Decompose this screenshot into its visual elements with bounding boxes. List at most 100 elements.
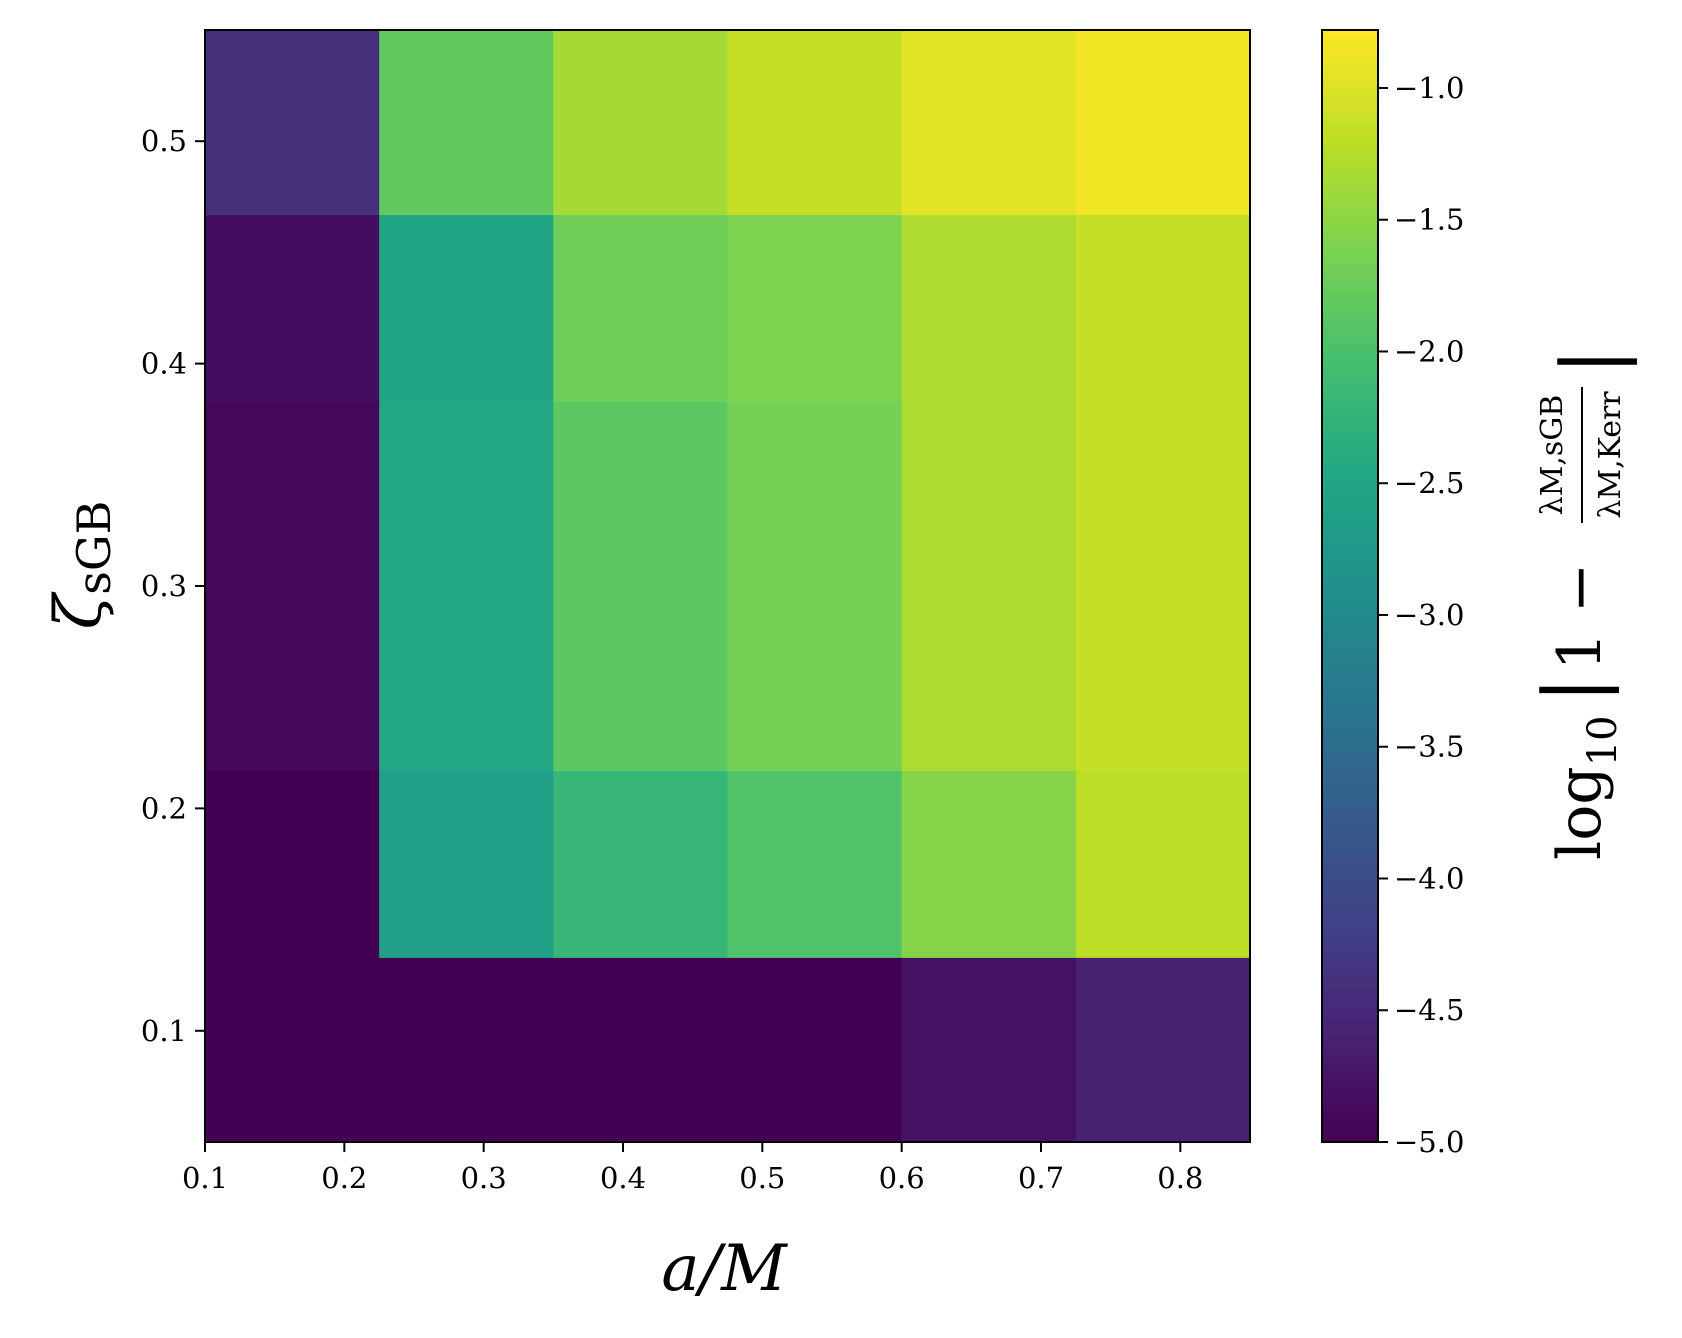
colorbar-segment [1322, 430, 1378, 437]
colorbar-segment [1322, 1086, 1378, 1093]
colorbar-segment [1322, 68, 1378, 76]
colorbar-segment [1322, 602, 1378, 609]
colorbar-segment [1322, 30, 1378, 37]
colorbar-segment [1322, 324, 1378, 331]
colorbar-segment [1322, 358, 1378, 365]
colorbar-segment [1322, 574, 1378, 582]
heatmap-cell [379, 957, 554, 1143]
colorbar-segment [1322, 747, 1378, 754]
colorbar-segment [1322, 491, 1378, 498]
colorbar-segment [1322, 102, 1378, 109]
colorbar-segment [1322, 686, 1378, 693]
colorbar-segment [1322, 936, 1378, 943]
colorbar-segment [1322, 797, 1378, 804]
colorbar-segment [1322, 152, 1378, 159]
heatmap-cells [205, 30, 1251, 1143]
colorbar-tick-label: −3.0 [1394, 598, 1464, 632]
colorbar-segment [1322, 630, 1378, 637]
colorbar-segment [1322, 241, 1378, 248]
colorbar-segment [1322, 1019, 1378, 1026]
colorbar-segment [1322, 1025, 1378, 1032]
colorbar-segment [1322, 380, 1378, 387]
colorbar-segment [1322, 1103, 1378, 1110]
svg-text:ζsGB: ζsGB [42, 501, 121, 630]
colorbar-segment [1322, 402, 1378, 409]
colorbar-segment [1322, 118, 1378, 126]
heatmap-cell [553, 957, 728, 1143]
colorbar-segment [1322, 891, 1378, 898]
heatmap-cell [205, 214, 380, 402]
colorbar-segment [1322, 791, 1378, 798]
colorbar-label-bar-left: | [1526, 676, 1619, 703]
colorbar-segment [1322, 702, 1378, 709]
colorbar-segment [1322, 219, 1378, 226]
colorbar-segment [1322, 385, 1378, 392]
heatmap-cell [205, 30, 380, 216]
colorbar-segment [1322, 196, 1378, 203]
colorbar-segment [1322, 235, 1378, 242]
heatmap-cell [727, 957, 903, 1143]
colorbar-segment [1322, 424, 1378, 431]
colorbar-segment [1322, 808, 1378, 815]
colorbar-segment [1322, 257, 1378, 265]
colorbar-segment [1322, 1097, 1378, 1104]
y-axis-label-subscript: sGB [67, 501, 121, 595]
colorbar-segment [1322, 296, 1378, 304]
heatmap-cell [553, 30, 728, 216]
colorbar-segment [1322, 947, 1378, 954]
heatmap-cell [901, 957, 1077, 1143]
colorbar-segment [1322, 964, 1378, 971]
heatmap-cell [1075, 957, 1251, 1143]
colorbar-label-numerator: λM,sGB [1535, 395, 1570, 516]
colorbar-segment [1322, 897, 1378, 904]
colorbar-segment [1322, 991, 1378, 999]
colorbar-segment [1322, 391, 1378, 398]
heatmap-cell [379, 214, 554, 402]
colorbar-segment [1322, 680, 1378, 687]
colorbar-segment [1322, 591, 1378, 598]
colorbar-segment [1322, 780, 1378, 787]
colorbar-segment [1322, 669, 1378, 676]
colorbar-segment [1322, 697, 1378, 704]
colorbar-segment [1322, 1130, 1378, 1138]
heatmap-cell [205, 770, 380, 958]
colorbar-segment [1322, 624, 1378, 632]
colorbar-segment [1322, 1058, 1378, 1065]
x-tick-label: 0.7 [1018, 1161, 1064, 1195]
colorbar-segment [1322, 802, 1378, 809]
colorbar-segment [1322, 619, 1378, 626]
y-axis-label: ζsGB [42, 501, 121, 630]
colorbar-segment [1322, 852, 1378, 860]
colorbar-segment [1322, 74, 1378, 81]
colorbar-segment [1322, 1114, 1378, 1121]
colorbar-segment [1322, 319, 1378, 326]
colorbar-segment [1322, 980, 1378, 987]
colorbar-segment [1322, 713, 1378, 721]
colorbar-segment [1322, 52, 1378, 59]
colorbar-segment [1322, 246, 1378, 253]
x-tick-label: 0.6 [879, 1161, 925, 1195]
x-tick-label: 0.8 [1157, 1161, 1203, 1195]
colorbar-segment [1322, 647, 1378, 654]
colorbar-segment [1322, 1003, 1378, 1010]
colorbar-segment [1322, 663, 1378, 670]
heatmap-cell [379, 30, 554, 216]
colorbar-segment [1322, 519, 1378, 526]
colorbar-segment [1322, 914, 1378, 921]
colorbar-segment [1322, 919, 1378, 926]
colorbar-segment [1322, 547, 1378, 554]
colorbar-segment [1322, 174, 1378, 181]
colorbar-segment [1322, 736, 1378, 743]
colorbar-segment [1322, 858, 1378, 865]
colorbar-segment [1322, 308, 1378, 315]
colorbar-segment [1322, 396, 1378, 404]
svg-text:log10|1 −: log10 | 1 − [1526, 563, 1626, 860]
colorbar-segment [1322, 80, 1378, 87]
heatmap-cell [379, 770, 554, 958]
colorbar-segment [1322, 975, 1378, 982]
colorbar-segment [1322, 458, 1378, 465]
colorbar-segment [1322, 1080, 1378, 1087]
heatmap-cell [901, 30, 1077, 216]
colorbar-segment [1322, 269, 1378, 276]
colorbar-ticks: −5.0 −4.5 −4.0 −3.5 −3.0 −2.5 −2.0 −1.5 −1.0 [1378, 71, 1464, 1159]
